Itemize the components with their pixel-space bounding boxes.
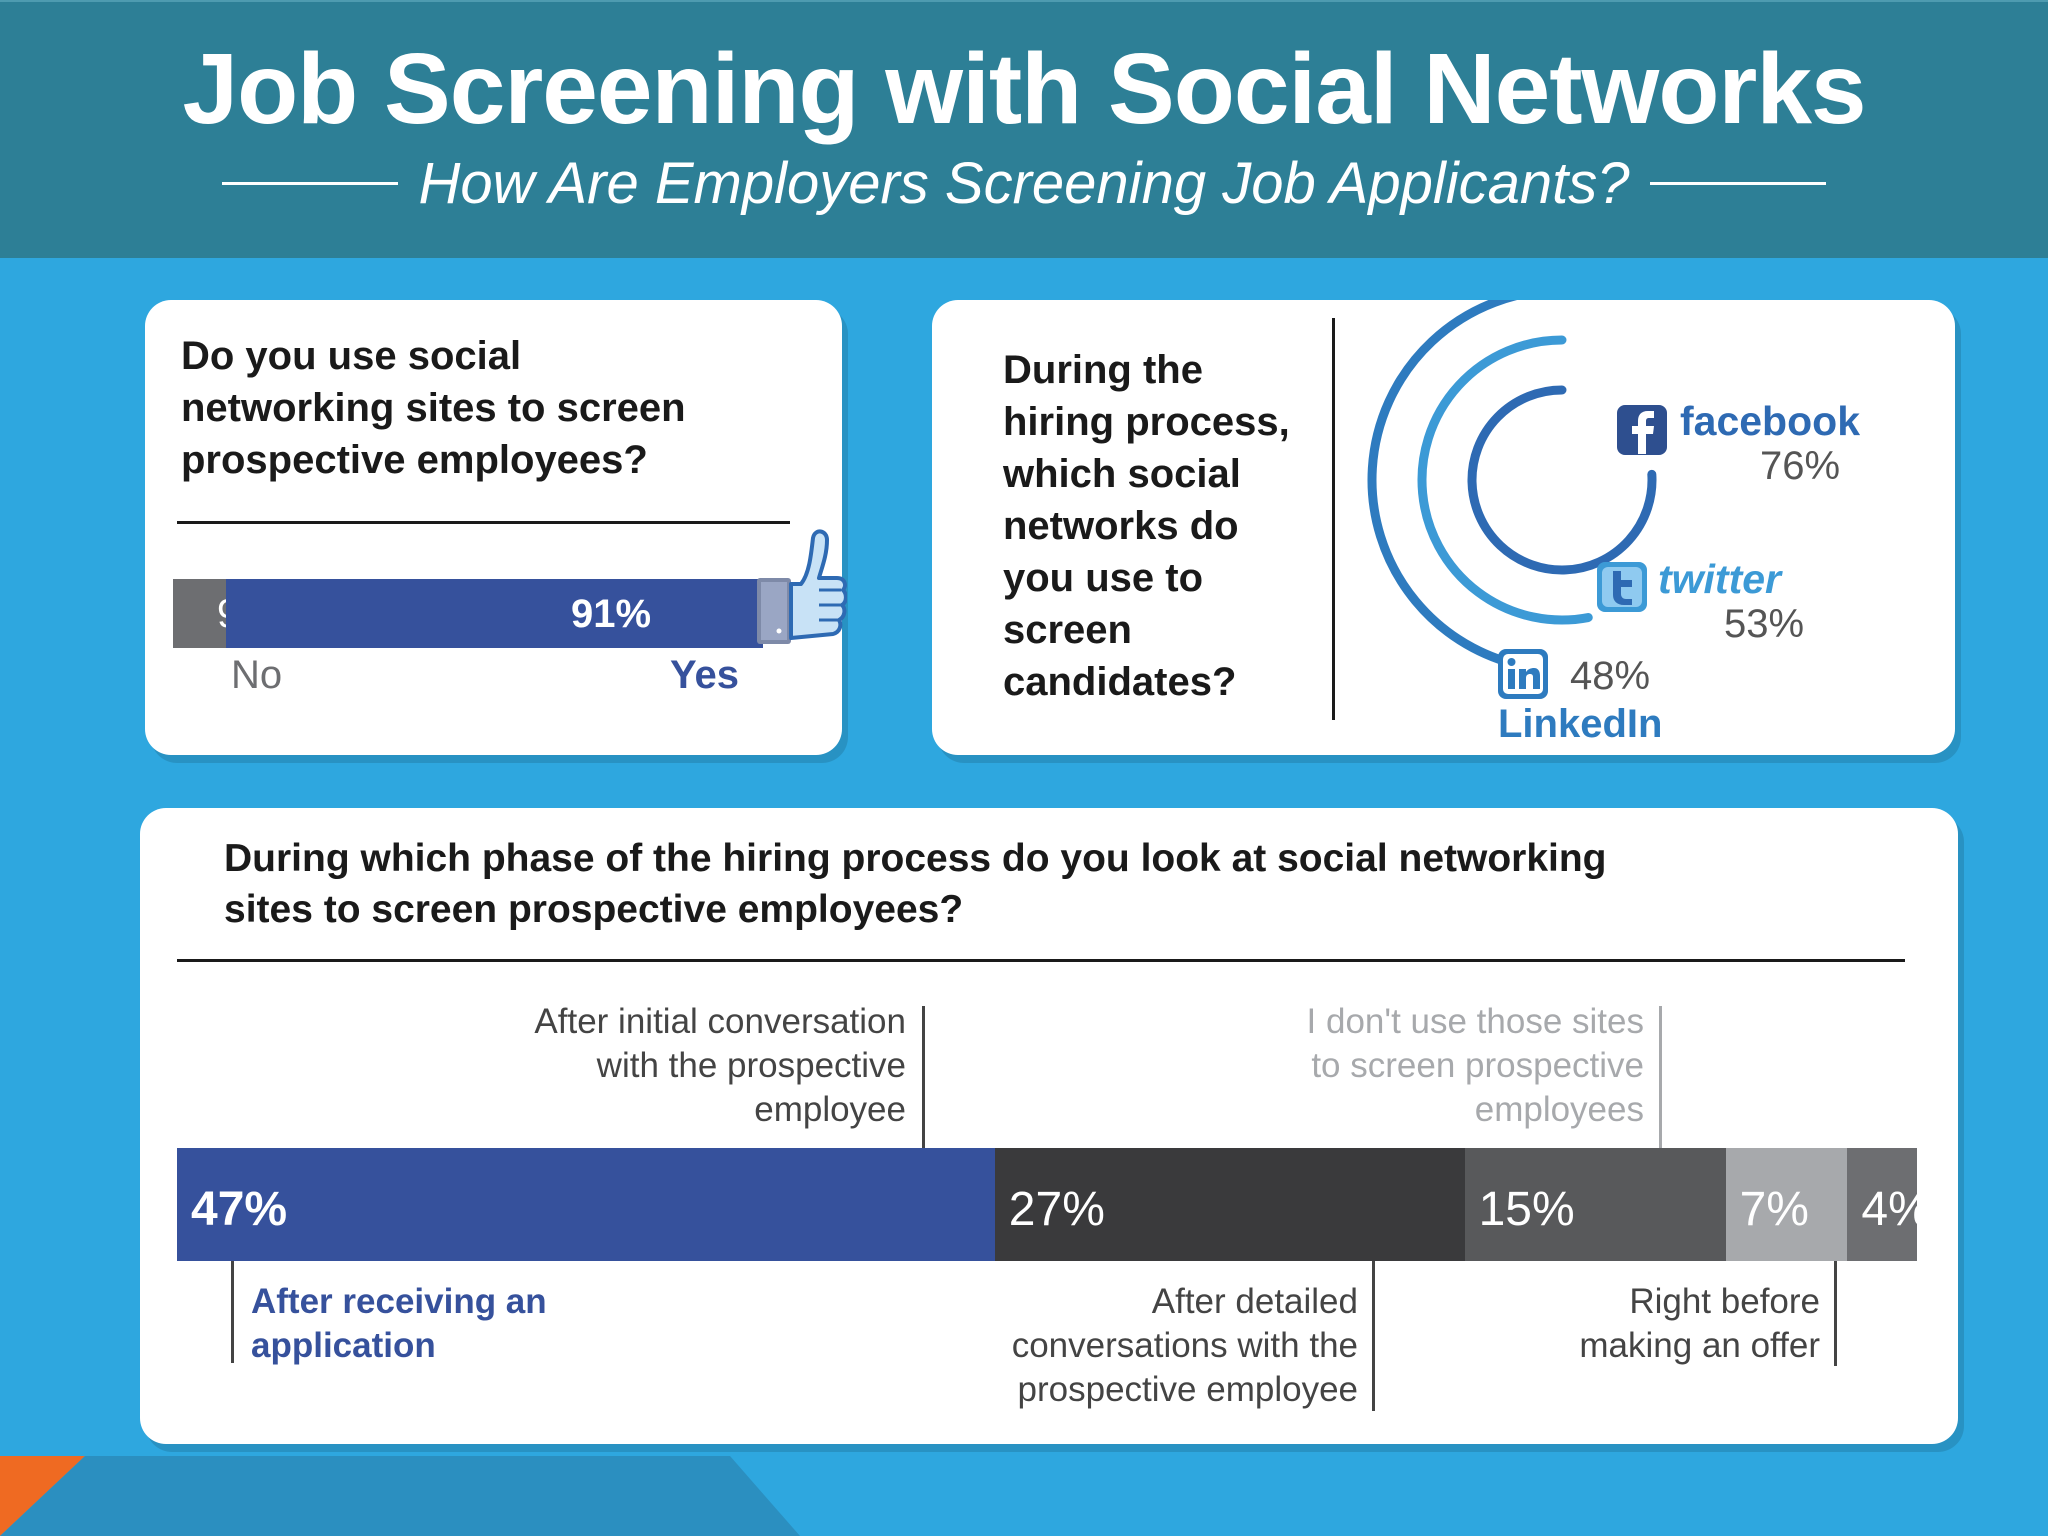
caption-line: conversations with the [1011, 1326, 1358, 1365]
usage-question-line: networking sites to screen [181, 386, 686, 430]
twitter-ring [1417, 335, 1593, 625]
phase-question-line: sites to screen prospective employees? [224, 888, 964, 931]
phase-question-line: During which phase of the hiring process… [224, 837, 1607, 880]
networks-divider [1332, 318, 1335, 720]
linkedin-pct: 48% [1570, 654, 1651, 698]
phase-segment-pct: 4% [1861, 1183, 1931, 1236]
usage-bar-yes: 91% [226, 579, 763, 648]
usage-panel: Do you use social networking sites to sc… [145, 300, 847, 755]
networks-question-line: which social [1003, 452, 1241, 496]
tick-detailed-conversations [1372, 1261, 1375, 1411]
linkedin-ring [1367, 300, 1543, 674]
caption-line: employee [754, 1090, 906, 1129]
subtitle-line-right [1649, 182, 1826, 185]
caption-line: to screen prospective [1311, 1046, 1644, 1085]
phase-segment: 27% [994, 1148, 1465, 1261]
networks-question-line: screen [1003, 608, 1132, 652]
caption-line: After initial conversation [534, 1002, 906, 1041]
header-banner: Job Screening with Social Networks How A… [0, 0, 2048, 258]
networks-panel: During the hiring process, which social … [932, 300, 1955, 755]
usage-yes-label: Yes [670, 653, 739, 697]
networks-question-line: you use to [1003, 556, 1204, 600]
facebook-label: facebook [1680, 398, 1860, 444]
tick-before-offer [1834, 1261, 1837, 1366]
twitter-label: twitter [1658, 556, 1781, 602]
caption-line: application [251, 1326, 436, 1365]
subtitle-row: How Are Employers Screening Job Applican… [0, 150, 2048, 217]
phase-divider [177, 959, 1905, 962]
facebook-ring [1467, 385, 1657, 575]
phase-segment: 47% [177, 1148, 995, 1261]
caption-before-offer: Right before making an offer [1490, 1280, 1820, 1368]
phase-segment: 15% [1464, 1148, 1726, 1261]
caption-line: employees [1474, 1090, 1644, 1129]
usage-yes-pct: 91% [571, 592, 652, 636]
networks-question: During the hiring process, which social … [1003, 344, 1290, 708]
caption-line: Right before [1629, 1282, 1820, 1321]
linkedin-label: LinkedIn [1498, 702, 1663, 746]
caption-line: with the prospective [596, 1046, 906, 1085]
networks-question-line: During the [1003, 348, 1203, 392]
networks-question-line: hiring process, [1003, 400, 1290, 444]
page-title: Job Screening with Social Networks [182, 33, 1866, 145]
phase-segment: 7% [1725, 1148, 1848, 1261]
usage-bar-no: 9% [173, 579, 275, 648]
networks-question-line: candidates? [1003, 660, 1237, 704]
caption-initial-conversation: After initial conversation with the pros… [490, 1000, 906, 1132]
caption-dont-use: I don't use those sites to screen prospe… [1220, 1000, 1644, 1132]
page-subtitle: How Are Employers Screening Job Applican… [418, 151, 1630, 216]
facebook-pct: 76% [1760, 444, 1841, 488]
phase-segment-pct: 7% [1739, 1183, 1809, 1236]
facebook-icon [1617, 405, 1667, 455]
networks-rings-chart [1367, 300, 1657, 674]
usage-question-line: Do you use social [181, 334, 522, 378]
usage-question: Do you use social networking sites to sc… [181, 330, 686, 486]
caption-detailed-conversations: After detailed conversations with the pr… [840, 1280, 1358, 1412]
usage-divider [177, 521, 790, 524]
phase-segment-pct: 47% [191, 1183, 288, 1236]
phase-segment-pct: 27% [1008, 1183, 1105, 1236]
tick-initial-conversation [922, 1006, 925, 1148]
tick-after-receiving [231, 1261, 234, 1363]
twitter-icon [1597, 562, 1647, 612]
caption-line: prospective employee [1017, 1370, 1358, 1409]
tick-dont-use [1659, 1006, 1662, 1148]
subtitle-line-left [222, 182, 399, 185]
usage-no-label: No [231, 653, 283, 697]
phase-question: During which phase of the hiring process… [224, 833, 1607, 935]
twitter-pct: 53% [1724, 602, 1805, 646]
caption-line: making an offer [1579, 1326, 1820, 1365]
phase-segment: 4% [1847, 1148, 1931, 1261]
corner-decoration [0, 1456, 800, 1536]
caption-after-receiving: After receiving an application [251, 1280, 671, 1368]
linkedin-icon [1498, 649, 1548, 699]
usage-question-line: prospective employees? [181, 438, 648, 482]
phase-panel: During which phase of the hiring process… [140, 808, 1958, 1444]
caption-line: After receiving an [251, 1282, 547, 1321]
caption-line: After detailed [1151, 1282, 1358, 1321]
phase-bar: 47% 27% 15% 7% 4% [177, 1148, 1931, 1261]
caption-line: I don't use those sites [1306, 1002, 1644, 1041]
usage-bar: 9% 91% [173, 579, 763, 648]
thumbs-up-icon [757, 529, 847, 644]
networks-question-line: networks do [1003, 504, 1239, 548]
phase-segment-pct: 15% [1478, 1183, 1575, 1236]
